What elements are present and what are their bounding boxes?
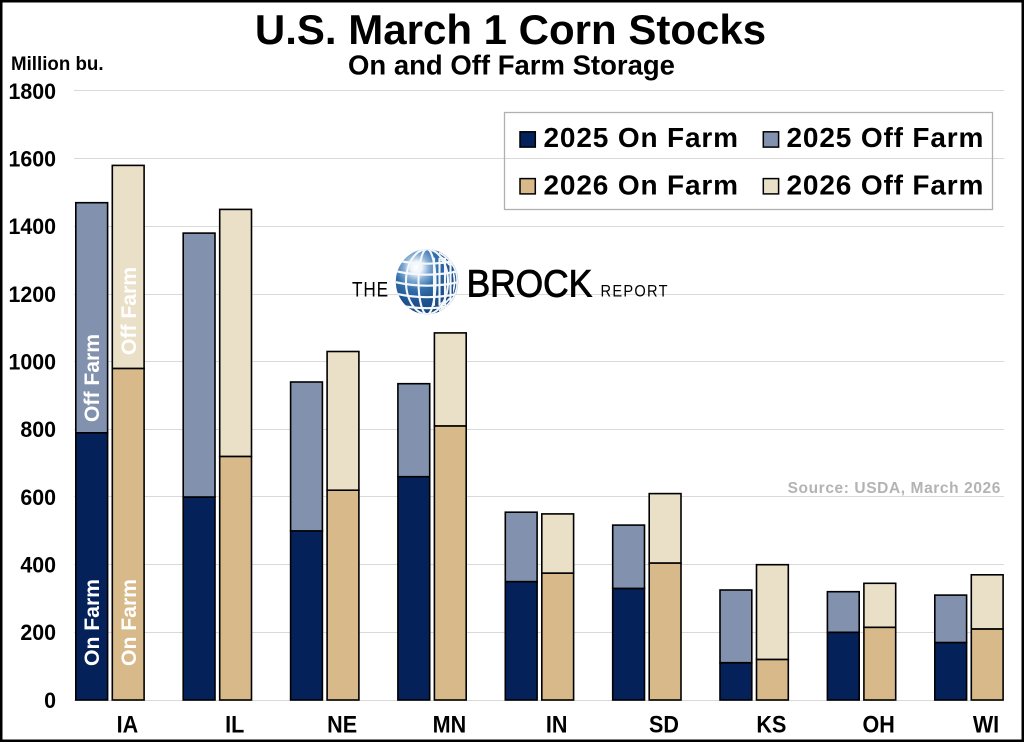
svg-text:U.S. March 1 Corn Stocks: U.S. March 1 Corn Stocks — [255, 6, 766, 53]
svg-text:On and Off Farm Storage: On and Off Farm Storage — [348, 50, 675, 81]
svg-text:1800: 1800 — [8, 78, 56, 104]
svg-text:400: 400 — [20, 552, 56, 578]
svg-text:WI: WI — [973, 710, 999, 738]
svg-text:1000: 1000 — [8, 349, 56, 375]
svg-text:2025 Off Farm: 2025 Off Farm — [787, 122, 985, 153]
svg-text:600: 600 — [20, 484, 56, 510]
svg-text:OH: OH — [863, 710, 895, 738]
svg-text:2025 On Farm: 2025 On Farm — [544, 122, 739, 153]
svg-text:REPORT: REPORT — [600, 283, 668, 301]
svg-text:NE: NE — [327, 710, 357, 738]
svg-text:IN: IN — [546, 710, 568, 738]
svg-text:Off Farm: Off Farm — [117, 267, 141, 355]
svg-text:2026 Off Farm: 2026 Off Farm — [787, 169, 985, 200]
svg-text:1600: 1600 — [8, 146, 56, 172]
svg-text:1400: 1400 — [8, 214, 56, 240]
svg-text:2026 On Farm: 2026 On Farm — [544, 169, 739, 200]
svg-text:Source: USDA, March 2026: Source: USDA, March 2026 — [788, 480, 1001, 497]
svg-text:1200: 1200 — [8, 281, 56, 307]
svg-text:Off Farm: Off Farm — [80, 334, 104, 422]
svg-text:IA: IA — [117, 710, 139, 738]
svg-text:BROCK: BROCK — [467, 262, 593, 304]
svg-text:IL: IL — [225, 710, 244, 738]
svg-text:MN: MN — [433, 710, 467, 738]
svg-text:THE: THE — [352, 279, 389, 302]
svg-text:Million bu.: Million bu. — [11, 54, 104, 75]
svg-text:SD: SD — [649, 710, 679, 738]
svg-text:800: 800 — [20, 417, 56, 443]
svg-text:0: 0 — [44, 687, 56, 713]
svg-text:KS: KS — [756, 710, 786, 738]
svg-text:On Farm: On Farm — [117, 579, 141, 666]
svg-text:On Farm: On Farm — [80, 579, 104, 666]
svg-text:200: 200 — [20, 620, 56, 646]
